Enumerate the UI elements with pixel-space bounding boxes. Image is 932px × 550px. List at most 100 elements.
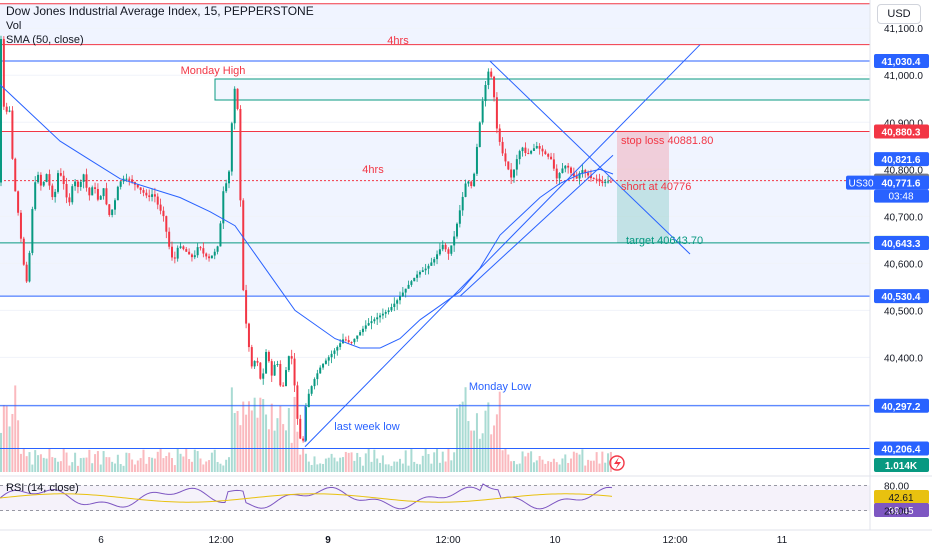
volume-bar (62, 448, 65, 472)
volume-bar (242, 401, 245, 472)
volume-bar (25, 456, 28, 472)
candle-body (213, 251, 216, 256)
candle-body (521, 147, 524, 152)
candle-body (416, 274, 419, 278)
candle-body (148, 195, 151, 197)
price-axis[interactable]: 41,100.0 41,000.0 40,900.0 40,800.0 40,700.0… (846, 0, 929, 530)
candle-body (102, 188, 105, 197)
volume-bar (322, 463, 325, 472)
sma-layer (0, 84, 614, 349)
volume-bar (421, 455, 424, 472)
volume-bar (2, 405, 5, 472)
volume-bar (245, 414, 248, 472)
volume-bar (233, 413, 236, 472)
volume-bar (54, 457, 57, 472)
candle-body (219, 223, 222, 247)
price-label-6: 40,643.3 (874, 236, 929, 251)
volume-bar (48, 448, 51, 472)
volume-bar (105, 457, 108, 472)
candle-body (370, 321, 373, 324)
volume-bar (68, 465, 71, 472)
candle-body (601, 181, 604, 184)
candle-body (461, 196, 464, 211)
volume-bar (538, 456, 541, 472)
candle-body (79, 181, 82, 187)
annotation-5: target 40643.70 (626, 235, 703, 247)
volume-bar (88, 449, 91, 472)
candle-body (96, 188, 99, 200)
candle-body (504, 153, 507, 162)
volume-bar (384, 464, 387, 472)
sma-indicator-label[interactable]: SMA (50, close) (6, 34, 84, 46)
volume-bar (336, 461, 339, 472)
candle-body (450, 245, 453, 254)
candle-body (168, 231, 171, 247)
candle-body (564, 165, 567, 169)
candle-body (587, 172, 590, 176)
candle-body (267, 351, 270, 362)
candle-body (495, 97, 498, 129)
volume-bar (487, 402, 490, 472)
volume-bar (179, 453, 182, 472)
candle-body (71, 186, 74, 203)
time-tick-label: 12:00 (435, 535, 460, 546)
price-label-bg (874, 175, 929, 190)
volume-bar (441, 451, 444, 472)
candle-body (361, 328, 364, 333)
volume-bar (99, 464, 102, 472)
volume-bar (279, 405, 282, 472)
candle-body (293, 358, 296, 386)
price-label-bg (874, 152, 929, 167)
candle-body (54, 191, 57, 198)
volume-bar (572, 451, 575, 472)
volume-bar (265, 414, 268, 472)
volume-bar (458, 404, 461, 472)
candle-body (467, 181, 470, 184)
candles-layer (0, 35, 612, 443)
flash-icon[interactable] (609, 455, 625, 471)
candle-body (607, 181, 610, 183)
volume-bar (11, 413, 14, 472)
candle-body (156, 196, 159, 205)
volume-bar (447, 448, 450, 472)
candle-body (5, 106, 8, 112)
volume-bar (550, 461, 553, 472)
candle-body (299, 418, 302, 439)
volume-bar (196, 451, 199, 472)
time-axis[interactable]: 6 12:00 9 12:00 10 12:00 11 (0, 529, 932, 546)
candle-body (327, 357, 330, 361)
candle-body (285, 370, 287, 387)
candle-body (401, 292, 404, 297)
volume-bar (478, 438, 481, 472)
price-tick-label: 40,700.0 (884, 212, 923, 223)
trendlines-layer[interactable] (304, 44, 701, 448)
candle-body (14, 158, 17, 192)
candle-body (572, 172, 575, 177)
candle-body (544, 151, 547, 155)
candle-body (128, 178, 131, 180)
volume-bar (470, 430, 473, 472)
rsi-indicator-label[interactable]: RSI (14, close) (6, 482, 79, 494)
candle-body (313, 379, 316, 387)
volume-bar (413, 461, 416, 472)
candle-body (518, 151, 521, 160)
candle-body (324, 360, 327, 364)
vol-indicator-label[interactable]: Vol (6, 20, 22, 32)
volume-bar (74, 452, 77, 472)
candle-body (190, 254, 193, 258)
candle-body (182, 246, 185, 250)
candle-body (185, 249, 188, 252)
volume-bar (450, 460, 453, 472)
candle-body (384, 312, 387, 314)
volume-bar (259, 397, 262, 472)
volume-bar (473, 430, 476, 472)
trade-position[interactable] (617, 130, 669, 243)
rsi-ma-line (0, 493, 613, 503)
volume-bar (453, 452, 456, 472)
currency-button[interactable]: USD (877, 4, 921, 24)
volume-bar (444, 461, 447, 472)
rsi-tick-label: 80.00 (884, 481, 909, 492)
candle-body (513, 169, 515, 178)
candle-body (581, 170, 584, 174)
